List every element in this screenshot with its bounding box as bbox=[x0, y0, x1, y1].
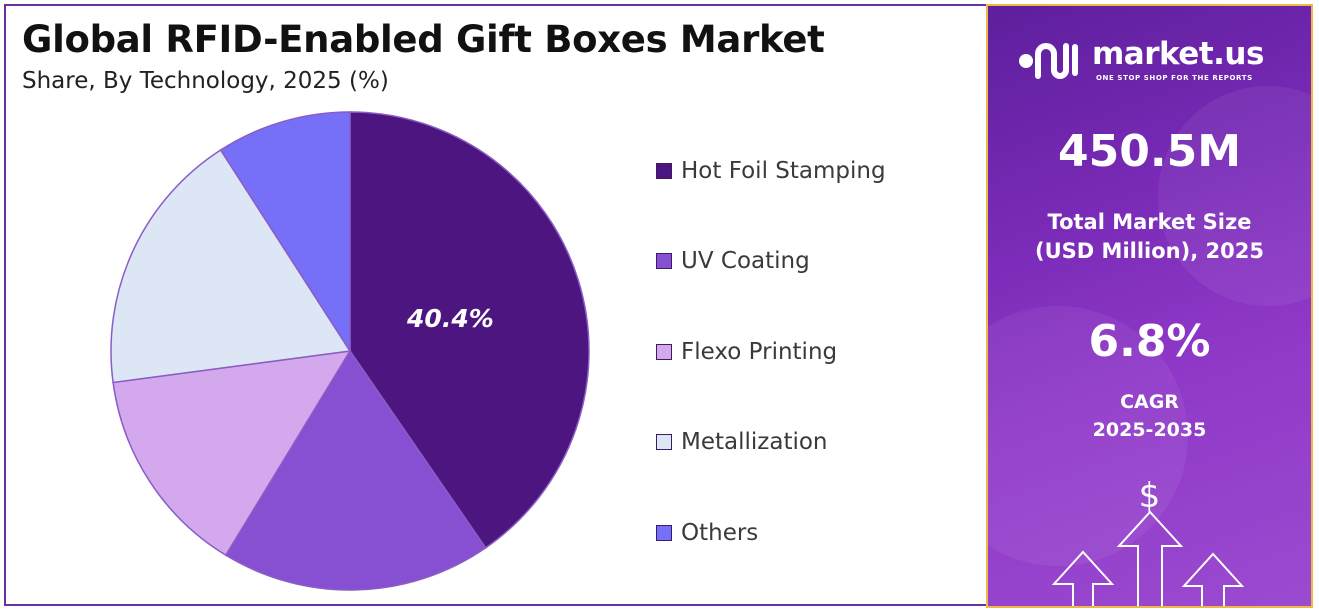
growth-arrows bbox=[1051, 510, 1245, 606]
pie-slice-hot-foil-stamping bbox=[349, 111, 590, 549]
legend-swatch bbox=[656, 163, 672, 179]
market-size-value: 450.5M bbox=[1058, 126, 1241, 177]
decorative-circle bbox=[988, 306, 1188, 566]
up-arrow-icon bbox=[1116, 510, 1184, 606]
market-size-label-line1: Total Market Size bbox=[1047, 210, 1252, 234]
pie-data-label: 40.4% bbox=[406, 304, 494, 333]
legend-item: Hot Foil Stamping bbox=[656, 156, 886, 186]
chart-title: Global RFID-Enabled Gift Boxes Market bbox=[22, 18, 825, 61]
legend-label: Hot Foil Stamping bbox=[681, 158, 886, 184]
legend-label: Flexo Printing bbox=[681, 339, 838, 365]
market-us-logo-icon bbox=[1019, 43, 1078, 79]
legend-swatch bbox=[656, 525, 672, 541]
cagr-value: 6.8% bbox=[1088, 316, 1211, 367]
summary-panel: market.us ONE STOP SHOP FOR THE REPORTS … bbox=[986, 4, 1313, 608]
chart-area: Global RFID-Enabled Gift Boxes Market Sh… bbox=[6, 6, 984, 604]
brand: market.us ONE STOP SHOP FOR THE REPORTS bbox=[1018, 36, 1288, 86]
pie-slice-others bbox=[219, 111, 351, 354]
up-arrow-icon bbox=[1181, 552, 1245, 606]
legend-item: Others bbox=[656, 518, 758, 548]
legend-label: UV Coating bbox=[681, 248, 810, 274]
legend-item: Flexo Printing bbox=[656, 337, 837, 367]
dollar-icon: $ bbox=[1138, 476, 1161, 516]
pie-chart: 40.4% bbox=[110, 111, 590, 591]
cagr-label-line1: CAGR bbox=[1120, 391, 1179, 413]
pie-slice-metallization bbox=[110, 148, 352, 384]
legend-swatch bbox=[656, 253, 672, 269]
legend-item: UV Coating bbox=[656, 246, 810, 276]
up-arrow-icon bbox=[1051, 550, 1115, 606]
legend-label: Others bbox=[681, 520, 759, 546]
legend-swatch bbox=[656, 344, 672, 360]
brand-tagline: ONE STOP SHOP FOR THE REPORTS bbox=[1096, 74, 1253, 82]
legend-item: Metallization bbox=[656, 427, 828, 457]
pie-slice-uv-coating bbox=[224, 349, 487, 591]
cagr-label-line2: 2025-2035 bbox=[1092, 419, 1207, 441]
legend-label: Metallization bbox=[681, 429, 828, 455]
brand-name: market.us bbox=[1092, 36, 1264, 72]
market-size-label-line2: (USD Million), 2025 bbox=[1035, 239, 1264, 263]
legend-swatch bbox=[656, 434, 672, 450]
chart-subtitle: Share, By Technology, 2025 (%) bbox=[22, 68, 389, 94]
pie-slice-flexo-printing bbox=[112, 350, 352, 557]
